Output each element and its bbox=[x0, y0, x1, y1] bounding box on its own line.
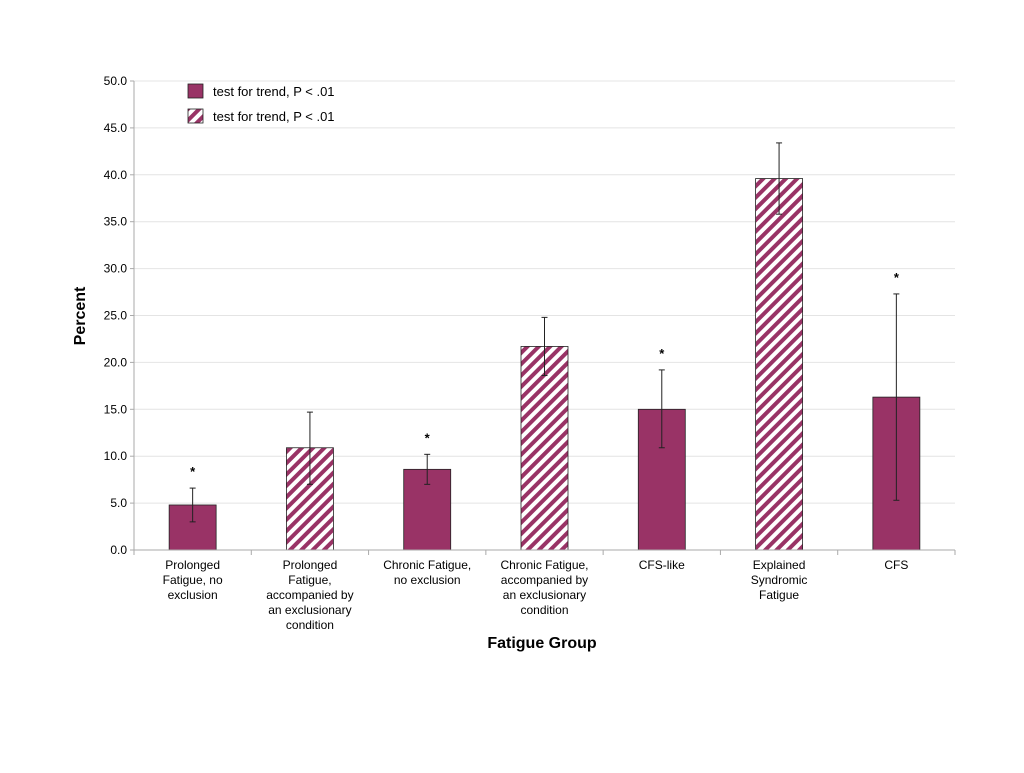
x-category-label: Prolonged bbox=[283, 558, 338, 572]
significance-marker: * bbox=[425, 430, 431, 445]
x-category-label: Fatigue, bbox=[288, 573, 331, 587]
bar bbox=[168, 504, 217, 551]
x-category-label: condition bbox=[286, 618, 334, 632]
y-tick-label: 15.0 bbox=[104, 402, 128, 416]
x-category-label: accompanied by bbox=[266, 588, 353, 602]
x-category-label: exclusion bbox=[168, 588, 218, 602]
x-axis-title: Fatigue Group bbox=[487, 635, 597, 652]
y-tick-label: 40.0 bbox=[104, 168, 128, 182]
x-category-label: Chronic Fatigue, bbox=[500, 558, 588, 572]
significance-marker: * bbox=[894, 270, 900, 285]
significance-marker: * bbox=[190, 464, 196, 479]
y-tick-label: 5.0 bbox=[110, 496, 127, 510]
y-tick-label: 20.0 bbox=[104, 355, 128, 369]
y-tick-label: 30.0 bbox=[104, 262, 128, 276]
legend-swatch bbox=[187, 108, 204, 124]
y-axis-title: Percent bbox=[72, 286, 89, 345]
x-category-label: Chronic Fatigue, bbox=[383, 558, 471, 572]
bar bbox=[520, 346, 569, 551]
x-category-label: an exclusionary bbox=[268, 603, 351, 617]
y-tick-label: 35.0 bbox=[104, 215, 128, 229]
x-category-label: Syndromic bbox=[751, 573, 808, 587]
legend-label: test for trend, P < .01 bbox=[213, 109, 335, 124]
axes bbox=[133, 81, 956, 555]
legend-label: test for trend, P < .01 bbox=[213, 84, 335, 99]
bars: * * * * bbox=[168, 142, 921, 551]
x-category-label: accompanied by bbox=[501, 573, 588, 587]
x-category-label: Fatigue bbox=[759, 588, 799, 602]
x-category-label: Prolonged bbox=[165, 558, 220, 572]
y-tick-label: 50.0 bbox=[104, 74, 128, 88]
x-category-label: Explained bbox=[753, 558, 806, 572]
significance-marker: * bbox=[659, 346, 665, 361]
bar bbox=[755, 178, 803, 551]
legend-swatch bbox=[187, 83, 204, 99]
x-category-label: CFS-like bbox=[639, 558, 685, 572]
y-tick-label: 45.0 bbox=[104, 121, 128, 135]
x-category-label: condition bbox=[520, 603, 568, 617]
x-category-label: an exclusionary bbox=[503, 588, 586, 602]
y-tick-label: 10.0 bbox=[104, 449, 128, 463]
x-category-label: no exclusion bbox=[394, 573, 461, 587]
x-category-label: Fatigue, no bbox=[163, 573, 223, 587]
x-category-label: CFS bbox=[884, 558, 908, 572]
legend: test for trend, P < .01 test for trend, P… bbox=[187, 83, 335, 124]
y-tick-label: 25.0 bbox=[104, 309, 128, 323]
y-tick-label: 0.0 bbox=[110, 543, 127, 557]
y-tick-labels: 0.0 5.0 10.0 15.0 20.0 25.0 30.0 35.0 40.0 45.0 50… bbox=[104, 74, 128, 557]
